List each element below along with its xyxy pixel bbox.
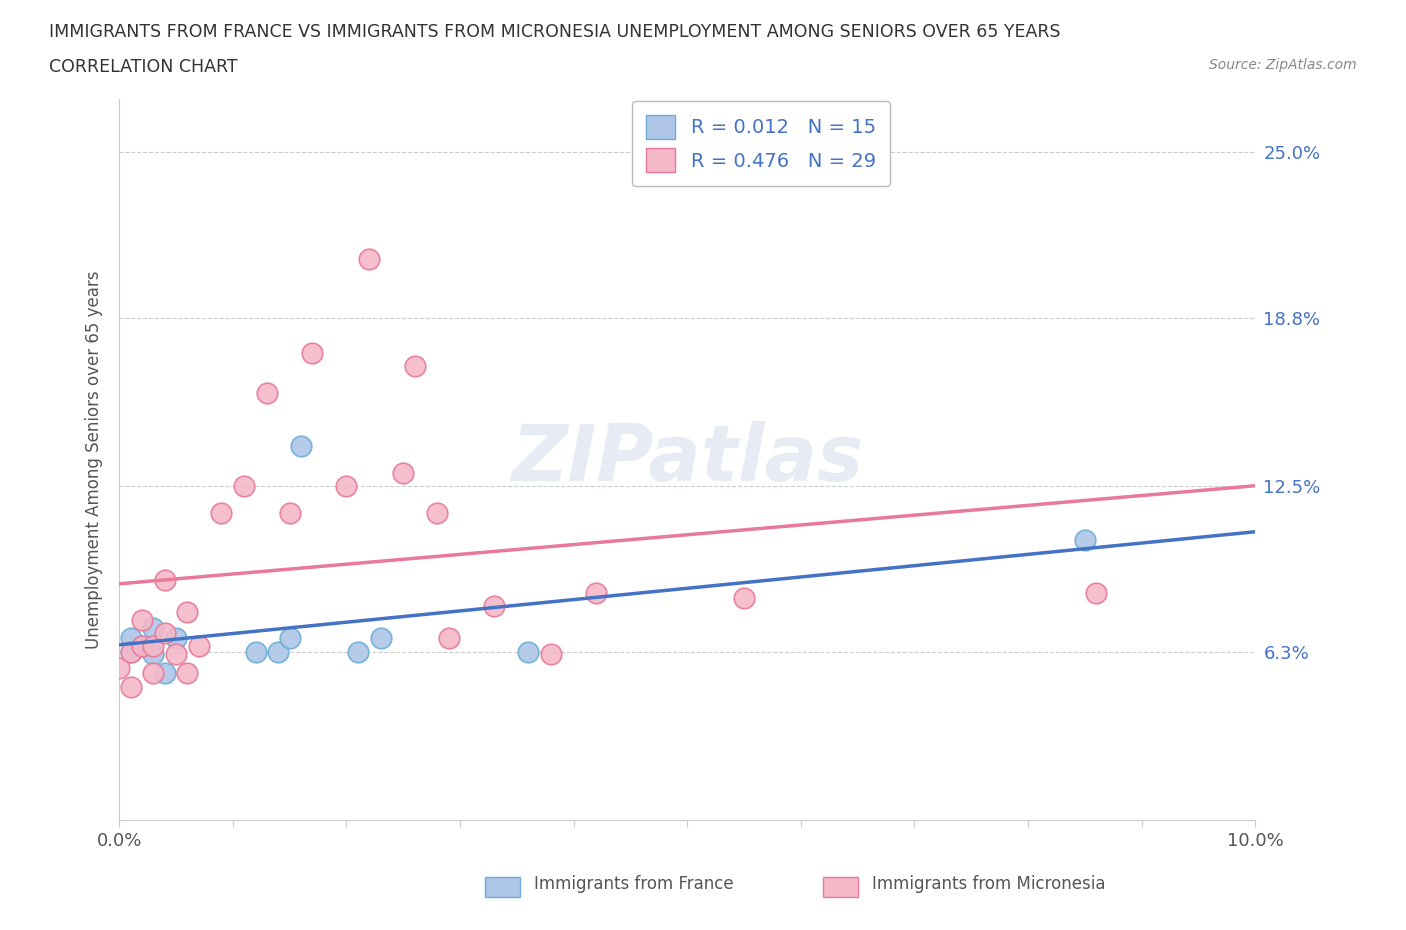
Point (517, 644, 540, 659)
Point (142, 639, 165, 654)
Point (120, 644, 142, 659)
Text: Immigrants from France: Immigrants from France (534, 875, 734, 893)
Point (153, 626, 176, 641)
Point (278, 631, 301, 645)
Point (153, 572, 176, 587)
Point (142, 666, 165, 681)
Point (153, 666, 176, 681)
Point (482, 599, 505, 614)
Point (131, 612, 153, 627)
Point (187, 639, 209, 654)
Text: Source: ZipAtlas.com: Source: ZipAtlas.com (1209, 58, 1357, 72)
Text: ZIPatlas: ZIPatlas (510, 421, 863, 498)
Point (176, 604, 198, 619)
Point (245, 644, 267, 659)
Legend: R = 0.012   N = 15, R = 0.476   N = 29: R = 0.012 N = 15, R = 0.476 N = 29 (633, 101, 890, 186)
Point (278, 505, 301, 520)
Point (335, 479, 357, 494)
Point (585, 586, 607, 601)
Text: IMMIGRANTS FROM FRANCE VS IMMIGRANTS FROM MICRONESIA UNEMPLOYMENT AMONG SENIORS : IMMIGRANTS FROM FRANCE VS IMMIGRANTS FRO… (49, 23, 1060, 41)
Point (346, 644, 368, 659)
Y-axis label: Unemployment Among Seniors over 65 years: Unemployment Among Seniors over 65 years (86, 270, 103, 648)
Point (733, 591, 755, 605)
Point (131, 639, 153, 654)
Point (301, 345, 323, 360)
Point (370, 631, 392, 645)
Point (1074, 532, 1097, 547)
Point (540, 647, 562, 662)
Text: Immigrants from Micronesia: Immigrants from Micronesia (872, 875, 1105, 893)
Point (290, 439, 312, 454)
Point (108, 660, 131, 675)
Point (176, 666, 198, 681)
Point (426, 505, 449, 520)
Text: CORRELATION CHART: CORRELATION CHART (49, 58, 238, 75)
Point (142, 647, 165, 662)
Point (437, 631, 460, 645)
Point (165, 631, 187, 645)
Point (404, 358, 426, 373)
Point (120, 644, 142, 659)
Point (392, 465, 415, 480)
Point (267, 644, 290, 659)
Point (359, 252, 381, 267)
Point (233, 479, 256, 494)
Point (165, 647, 187, 662)
Point (120, 631, 142, 645)
Point (131, 639, 153, 654)
Point (142, 620, 165, 635)
Point (120, 679, 142, 694)
Point (211, 505, 233, 520)
Point (1085, 586, 1108, 601)
Point (256, 385, 278, 400)
